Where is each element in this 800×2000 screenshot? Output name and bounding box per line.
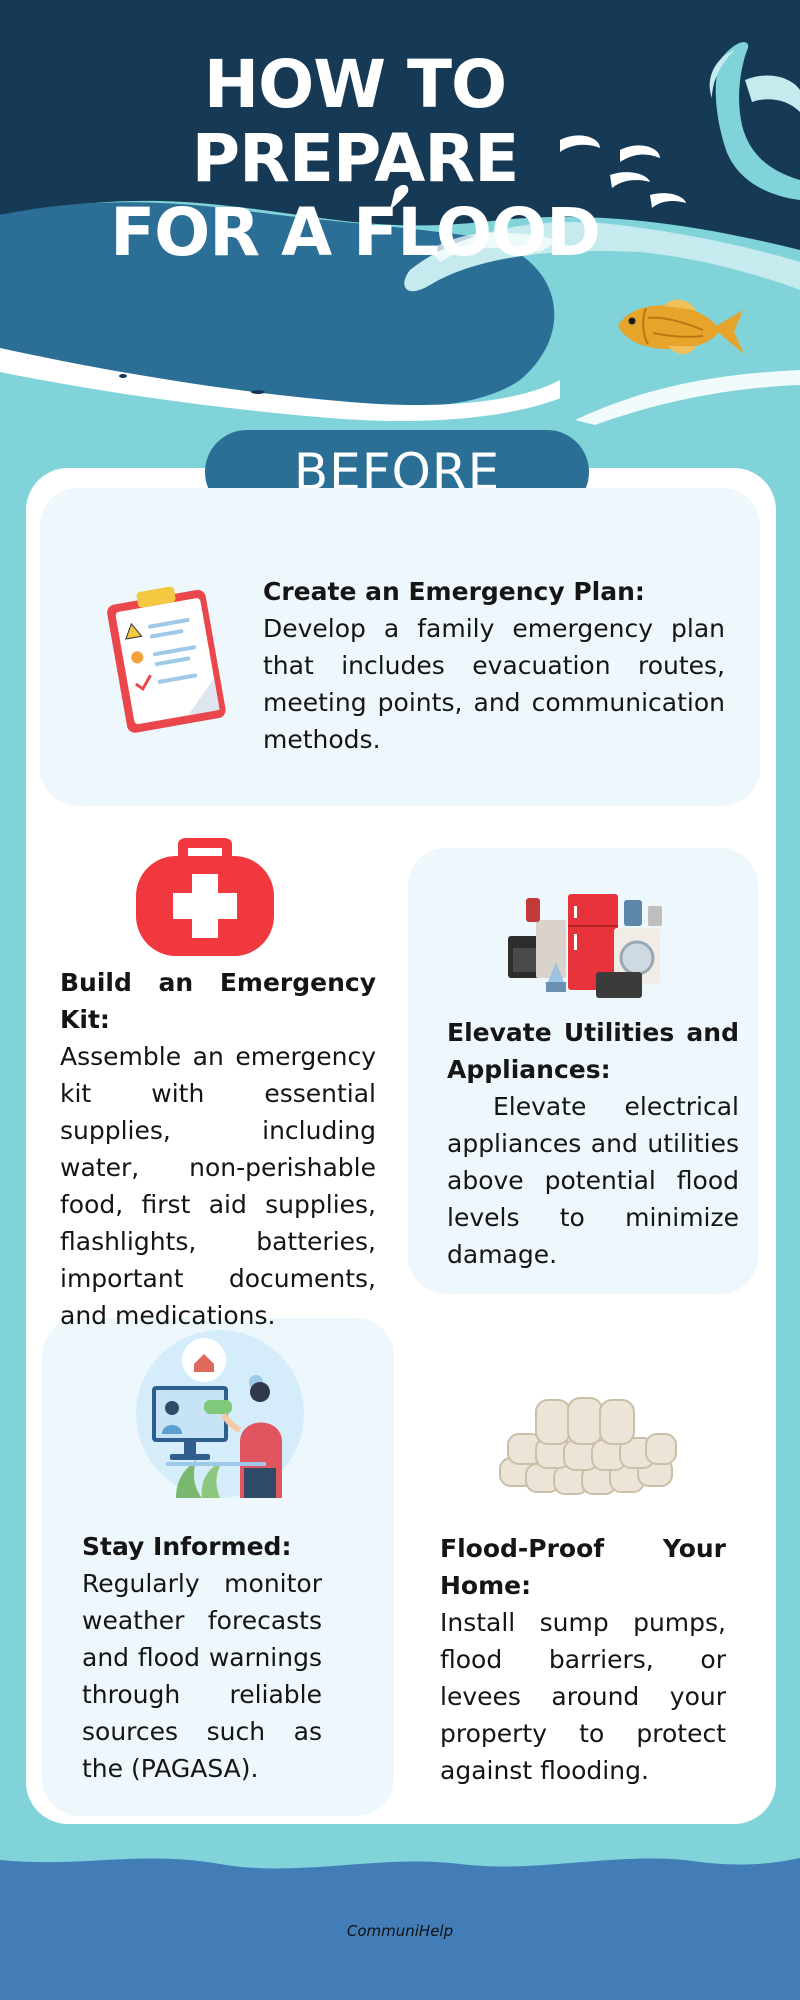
tip-plan-title: Create an Emergency Plan:	[263, 577, 645, 606]
tip-plan: Create an Emergency Plan: Develop a fami…	[263, 573, 725, 758]
tip-informed-title: Stay Informed:	[82, 1532, 292, 1561]
tip-informed-body: Regularly monitor weather forecasts and …	[82, 1569, 322, 1783]
tip-floodproof-title: Flood-Proof Your Home:	[440, 1534, 726, 1600]
title-line-1: HOW TO PREPARE	[191, 46, 520, 197]
fish-icon	[618, 299, 744, 355]
page-title: HOW TO PREPARE FOR A FLOOD	[40, 48, 670, 270]
tip-utilities: Elevate Utilities and Appliances: Elevat…	[447, 1014, 739, 1273]
first-aid-kit-icon	[136, 838, 274, 956]
header-banner: HOW TO PREPARE FOR A FLOOD	[0, 0, 800, 430]
tip-kit-body: Assemble an emergency kit with essential…	[60, 1042, 376, 1330]
tip-utilities-body: Elevate electrical appliances and utilit…	[447, 1092, 739, 1269]
monitor-person-icon	[136, 1330, 304, 1498]
sandbags-icon	[499, 1397, 677, 1495]
footer-waves	[0, 1858, 800, 2000]
appliances-icon	[508, 894, 662, 998]
clipboard-icon	[107, 586, 226, 733]
header-waves	[0, 0, 800, 430]
tip-utilities-title: Elevate Utilities and Appliances:	[447, 1018, 739, 1084]
tip-informed: Stay Informed: Regularly monitor weather…	[82, 1528, 322, 1787]
tip-floodproof: Flood-Proof Your Home: Install sump pump…	[440, 1530, 726, 1789]
brand-name: CommuniHelp	[346, 1922, 454, 1940]
tip-floodproof-body: Install sump pumps, flood barriers, or l…	[440, 1608, 726, 1785]
tip-kit-title: Build an Emergency Kit:	[60, 968, 376, 1034]
tip-kit: Build an Emergency Kit: Assemble an emer…	[60, 964, 376, 1334]
title-line-2: FOR A FLOOD	[110, 194, 601, 271]
tip-plan-body: Develop a family emergency plan that inc…	[263, 614, 725, 754]
